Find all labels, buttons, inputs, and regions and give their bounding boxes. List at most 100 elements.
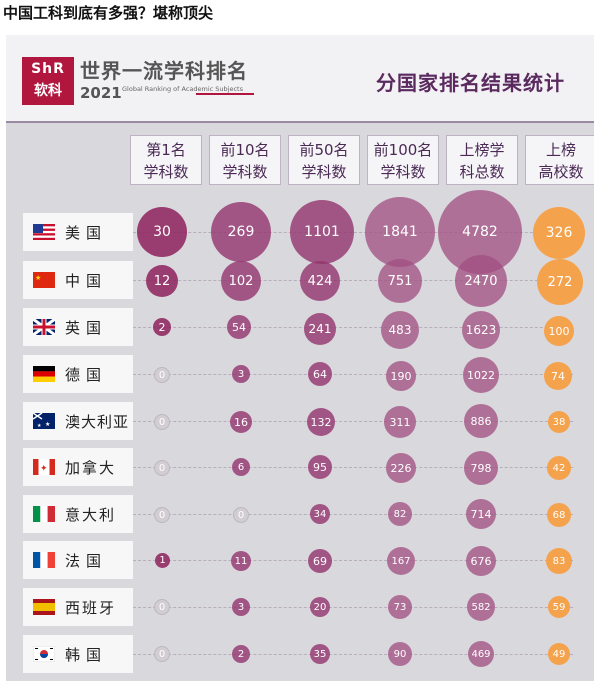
france-flag-icon bbox=[33, 552, 55, 568]
row-label-france: 法国 bbox=[23, 541, 133, 579]
col-header-line2: 学科数 bbox=[222, 163, 268, 181]
row-label-italy: 意大利 bbox=[23, 495, 133, 533]
usa-flag-icon bbox=[33, 224, 55, 240]
spain-flag-icon bbox=[33, 599, 55, 615]
row-label-canada: ✦ 加拿大 bbox=[23, 448, 133, 486]
bubble-first-place: 12 bbox=[146, 265, 178, 297]
row-guide bbox=[133, 607, 573, 608]
bubble-first-place: 0 bbox=[154, 414, 170, 430]
bubble-top100: 90 bbox=[388, 642, 412, 666]
bubble-total-subjects: 1022 bbox=[463, 357, 499, 393]
col-header-line1: 前10名 bbox=[220, 141, 270, 159]
bubble-universities: 74 bbox=[544, 362, 572, 390]
bubble-first-place: 1 bbox=[155, 553, 170, 568]
country-name: 西班牙 bbox=[65, 599, 117, 617]
bubble-total-subjects: 886 bbox=[464, 404, 498, 438]
bubble-top10: 54 bbox=[227, 315, 251, 339]
bubble-universities: 326 bbox=[533, 207, 585, 259]
bubble-top50: 241 bbox=[304, 313, 336, 345]
bubble-total-subjects: 2470 bbox=[455, 255, 507, 307]
country-name: 澳大利亚 bbox=[65, 413, 130, 431]
bubble-top50: 95 bbox=[308, 455, 332, 479]
bubble-total-subjects: 798 bbox=[464, 451, 498, 485]
col-header-line2: 学科数 bbox=[143, 163, 189, 181]
bubble-top10: 0 bbox=[233, 507, 249, 523]
country-name: 加拿大 bbox=[65, 459, 117, 477]
logo-mark: ShR bbox=[31, 61, 65, 77]
bubble-total-subjects: 714 bbox=[466, 499, 496, 529]
bubble-top50: 69 bbox=[308, 549, 332, 573]
country-name: 法国 bbox=[65, 552, 108, 570]
bubble-top100: 311 bbox=[384, 406, 416, 438]
bubble-top100: 226 bbox=[386, 453, 416, 483]
col-header-line2: 学科数 bbox=[380, 163, 426, 181]
shanghairanking-logo: ShR 软科 bbox=[22, 57, 74, 105]
col-header-line1: 上榜 bbox=[545, 141, 576, 159]
page-title: 分国家排名结果统计 bbox=[376, 71, 565, 95]
china-flag-icon: ★ bbox=[33, 272, 55, 288]
svg-text:✦: ✦ bbox=[40, 464, 48, 474]
col-header-line1: 上榜学 bbox=[459, 141, 505, 159]
germany-flag-icon bbox=[33, 366, 55, 382]
country-name: 英国 bbox=[65, 319, 108, 337]
svg-text:★: ★ bbox=[35, 274, 41, 282]
row-label-australia: ★ ★ 澳大利亚 bbox=[23, 402, 133, 440]
bubble-top50: 64 bbox=[308, 362, 332, 386]
bubble-top10: 6 bbox=[232, 458, 250, 476]
bubble-first-place: 0 bbox=[154, 646, 170, 662]
ranking-infographic: ShR 软科 世界一流学科排名 2021 Global Ranking of A… bbox=[6, 35, 594, 681]
col-header-line2: 科总数 bbox=[459, 163, 505, 181]
bubble-total-subjects: 1623 bbox=[462, 311, 500, 349]
col-header-top50: 前50名 学科数 bbox=[288, 135, 360, 185]
col-header-first-place: 第1名学科数 bbox=[130, 135, 202, 185]
bubble-top100: 1841 bbox=[365, 197, 435, 267]
logo-brand: 软科 bbox=[34, 83, 62, 99]
col-header-total-subjects: 上榜学 科总数 bbox=[446, 135, 518, 185]
row-guide bbox=[133, 374, 573, 375]
bubble-top50: 132 bbox=[307, 408, 335, 436]
bubble-first-place: 0 bbox=[154, 367, 170, 383]
bubble-first-place: 30 bbox=[137, 207, 187, 257]
bubble-universities: 272 bbox=[537, 259, 583, 305]
row-guide bbox=[133, 421, 573, 422]
row-label-china: ★ 中国 bbox=[23, 261, 133, 299]
bubble-top10: 269 bbox=[211, 202, 271, 262]
gras-subtitle: Global Ranking of Academic Subjects bbox=[122, 85, 243, 93]
bubble-first-place: 0 bbox=[154, 507, 170, 523]
row-label-uk: 英国 bbox=[23, 308, 133, 346]
bubble-top10: 3 bbox=[232, 365, 250, 383]
col-header-line2: 学科数 bbox=[301, 163, 347, 181]
bubble-universities: 42 bbox=[547, 456, 571, 480]
bubble-universities: 83 bbox=[546, 548, 572, 574]
row-guide bbox=[133, 560, 573, 561]
row-label-spain: 西班牙 bbox=[23, 588, 133, 626]
bubble-universities: 68 bbox=[547, 503, 571, 527]
infographic-header: ShR 软科 世界一流学科排名 2021 Global Ranking of A… bbox=[6, 35, 594, 123]
canada-flag-icon: ✦ bbox=[33, 459, 55, 475]
bubble-top100: 73 bbox=[388, 595, 412, 619]
bubble-top50: 1101 bbox=[290, 200, 354, 264]
bubble-top10: 102 bbox=[221, 261, 261, 301]
col-header-top100: 前100名学科数 bbox=[367, 135, 439, 185]
row-guide bbox=[133, 514, 573, 515]
row-guide bbox=[133, 280, 573, 281]
row-guide bbox=[133, 467, 573, 468]
bubble-universities: 38 bbox=[548, 411, 570, 433]
italy-flag-icon bbox=[33, 506, 55, 522]
svg-text:★: ★ bbox=[45, 421, 50, 428]
gras-year: 2021 bbox=[80, 84, 122, 102]
bubble-top100: 751 bbox=[378, 259, 422, 303]
col-header-line1: 第1名 bbox=[146, 141, 186, 159]
bubble-top50: 34 bbox=[310, 504, 330, 524]
bubble-top100: 483 bbox=[381, 311, 419, 349]
col-header-line1: 前100名 bbox=[373, 141, 433, 159]
bubble-universities: 49 bbox=[548, 643, 570, 665]
uk-flag-icon bbox=[33, 319, 55, 335]
country-name: 美国 bbox=[65, 224, 108, 242]
decor-bar bbox=[196, 93, 254, 95]
row-label-korea: 韩国 bbox=[23, 635, 133, 673]
country-name: 德国 bbox=[65, 366, 108, 384]
bubble-top50: 424 bbox=[300, 261, 340, 301]
svg-text:★: ★ bbox=[37, 423, 42, 429]
row-guide bbox=[133, 327, 573, 328]
